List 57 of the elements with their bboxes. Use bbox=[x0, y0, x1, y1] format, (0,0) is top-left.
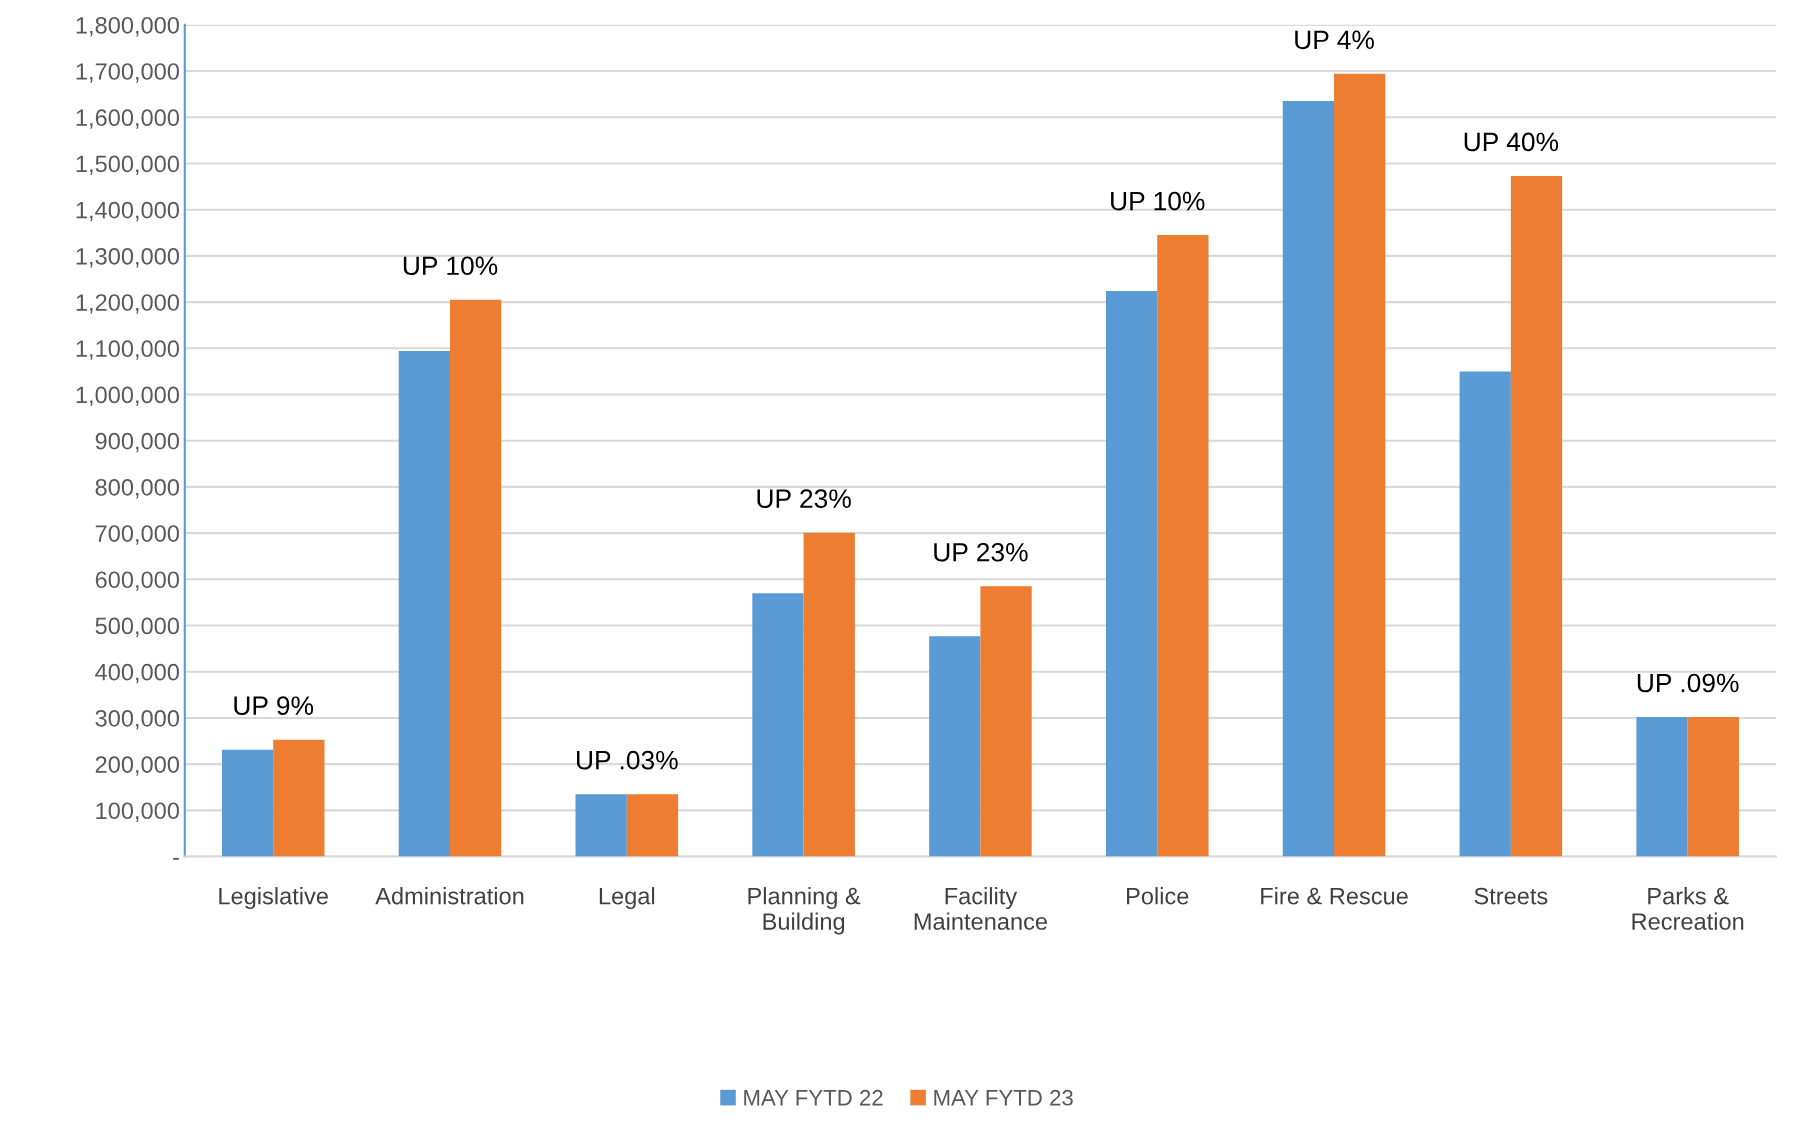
y-tick-label: 900,000 bbox=[95, 432, 180, 453]
annotation: UP .03% bbox=[577, 750, 678, 770]
bar bbox=[929, 636, 981, 857]
bar bbox=[1334, 73, 1386, 857]
y-tick-label: 500,000 bbox=[95, 617, 180, 638]
bar bbox=[1282, 101, 1335, 857]
y-tick-label: 400,000 bbox=[95, 663, 180, 684]
bar bbox=[221, 749, 274, 857]
bar bbox=[1636, 717, 1688, 857]
y-tick-label: 1,500,000 bbox=[76, 155, 180, 176]
y-tick-label: 700,000 bbox=[95, 525, 180, 545]
x-tick-label: Police bbox=[1127, 887, 1189, 905]
x-tick-label: Planning & Building bbox=[748, 887, 861, 935]
y-tick-label: 200,000 bbox=[95, 756, 180, 776]
y-tick-label: 100,000 bbox=[96, 802, 180, 822]
y-tick-label: 600,000 bbox=[95, 571, 180, 591]
legend-label: MAY FYTD 23 bbox=[934, 1089, 1073, 1106]
bar bbox=[1105, 291, 1158, 857]
y-tick-label: 1,100,000 bbox=[76, 340, 180, 360]
y-tick-label: 1,000,000 bbox=[76, 386, 180, 407]
y-tick-label: 300,000 bbox=[95, 709, 180, 730]
y-tick-label: - bbox=[173, 857, 179, 860]
annotation: UP 4% bbox=[1295, 30, 1374, 50]
y-tick-label: 1,600,000 bbox=[76, 109, 180, 129]
bar bbox=[1157, 235, 1209, 857]
y-tick-label: 800,000 bbox=[95, 478, 180, 499]
x-tick-label: Fire & Rescue bbox=[1261, 887, 1408, 905]
x-tick-label: Facility Maintenance bbox=[914, 887, 1047, 930]
bar bbox=[752, 593, 804, 857]
y-tick-label: 1,200,000 bbox=[76, 294, 180, 314]
bar bbox=[398, 351, 450, 857]
bar bbox=[803, 532, 855, 857]
bar bbox=[575, 794, 627, 857]
x-tick-label: Parks & Recreation bbox=[1632, 887, 1744, 930]
annotation: UP 23% bbox=[757, 489, 851, 508]
bar bbox=[1687, 717, 1739, 857]
bar bbox=[980, 586, 1032, 857]
bar bbox=[449, 299, 502, 857]
annotation: UP 10% bbox=[403, 256, 498, 276]
annotation: UP 40% bbox=[1464, 132, 1559, 152]
y-tick-label: 1,800,000 bbox=[76, 16, 180, 37]
bar bbox=[1510, 175, 1563, 857]
bar bbox=[273, 739, 325, 857]
y-tick-label: 1,400,000 bbox=[76, 201, 180, 222]
annotation: UP 10% bbox=[1111, 191, 1205, 211]
annotation: UP 23% bbox=[934, 542, 1028, 562]
x-tick-label: Streets bbox=[1474, 887, 1548, 905]
bar bbox=[626, 794, 679, 857]
x-tick-label: Legal bbox=[599, 887, 655, 910]
annotation: UP .09% bbox=[1637, 673, 1739, 693]
x-tick-label: Legislative bbox=[219, 887, 328, 910]
y-tick-label: 1,700,000 bbox=[76, 63, 180, 83]
bar bbox=[1459, 371, 1511, 857]
annotation: UP 9% bbox=[234, 696, 314, 715]
x-tick-label: Administration bbox=[375, 887, 524, 905]
y-tick-label: 1,300,000 bbox=[76, 247, 180, 268]
legend-label: MAY FYTD 22 bbox=[744, 1089, 883, 1106]
